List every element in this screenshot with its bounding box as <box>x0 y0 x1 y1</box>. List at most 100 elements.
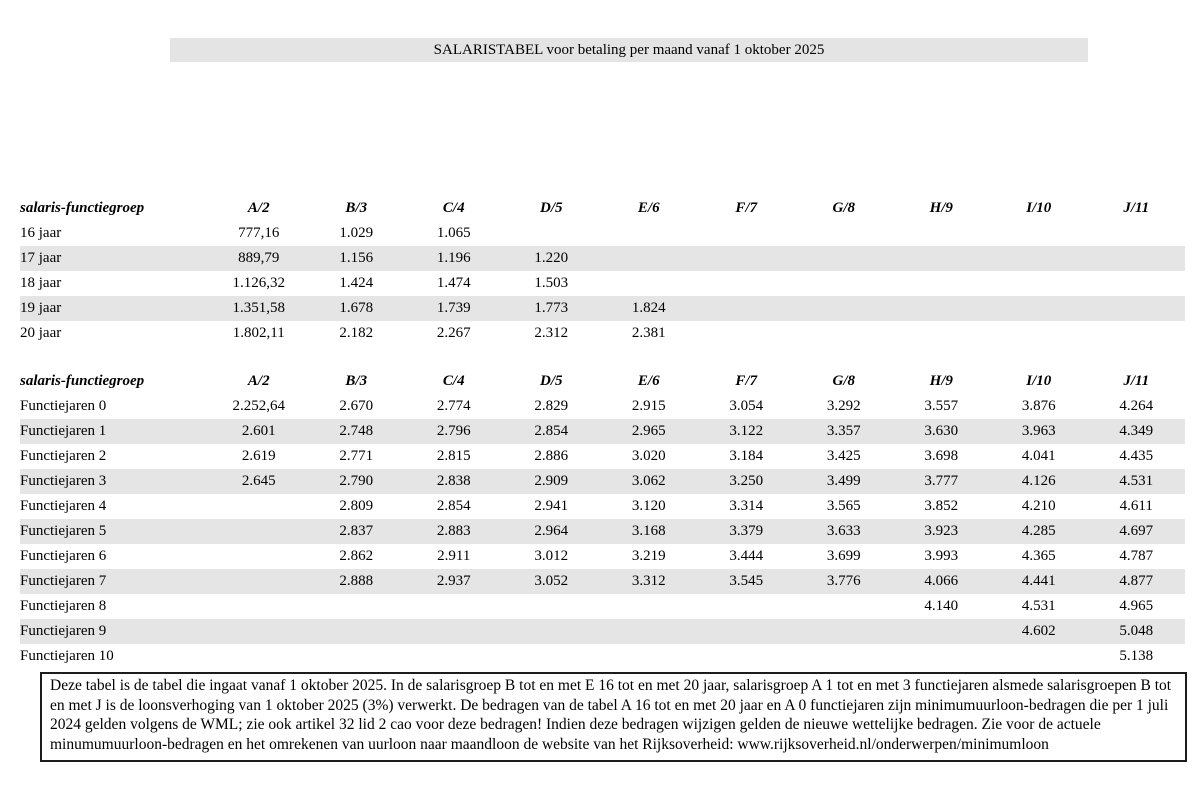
salary-cell: 3.052 <box>534 573 569 589</box>
document-title: SALARISTABEL voor betaling per maand van… <box>170 38 1088 62</box>
salary-cell: 4.531 <box>1021 598 1056 614</box>
salary-cell: 3.499 <box>826 473 861 489</box>
salary-cell: 4.441 <box>1021 573 1056 589</box>
salary-cell: 2.381 <box>631 325 666 341</box>
salary-cell: 3.993 <box>924 548 959 564</box>
column-header-d5: D/5 <box>540 200 563 216</box>
salary-cell <box>308 619 406 644</box>
salary-cell: 1.503 <box>534 275 569 291</box>
salary-cell: 2.790 <box>339 473 374 489</box>
column-header-j11: J/11 <box>1123 200 1150 216</box>
column-header-e6: E/6 <box>637 373 660 389</box>
salary-cell <box>405 594 503 619</box>
salary-cell <box>503 594 601 619</box>
salary-cell <box>600 644 698 669</box>
salary-cell: 3.545 <box>729 573 764 589</box>
salary-cell: 4.531 <box>1119 473 1154 489</box>
salary-cell <box>893 221 991 246</box>
salary-cell: 3.184 <box>729 448 764 464</box>
salary-cell: 2.267 <box>436 325 471 341</box>
salary-cell: 2.937 <box>436 573 471 589</box>
salary-cell <box>210 494 308 519</box>
salary-cell: 3.444 <box>729 548 764 564</box>
salary-cell: 3.565 <box>826 498 861 514</box>
table-row: 16 jaar 777,16 1.029 1.065 <box>20 221 1185 246</box>
table-row: Functiejaren 6 2.862 2.911 3.012 3.219 3.444 3… <box>20 544 1185 569</box>
salary-cell: 5.138 <box>1119 648 1154 664</box>
table-row: Functiejaren 9 4.602 5.048 <box>20 619 1185 644</box>
salary-cell: 3.379 <box>729 523 764 539</box>
salary-cell <box>1088 321 1186 346</box>
salary-cell <box>405 644 503 669</box>
salary-cell <box>698 321 796 346</box>
salary-cell <box>210 544 308 569</box>
salary-cell: 777,16 <box>238 225 280 241</box>
salary-cell: 2.182 <box>339 325 374 341</box>
table-row: 20 jaar 1.802,11 2.182 2.267 2.312 2.381 <box>20 321 1185 346</box>
table-row: Functiejaren 3 2.645 2.790 2.838 2.909 3.062 3… <box>20 469 1185 494</box>
salary-cell: 1.351,58 <box>232 300 286 316</box>
row-label: Functiejaren 9 <box>20 623 107 639</box>
salary-cell: 2.888 <box>339 573 374 589</box>
column-header-f7: F/7 <box>735 200 758 216</box>
salary-cell: 1.824 <box>631 300 666 316</box>
salary-cell: 1.739 <box>436 300 471 316</box>
salary-cell <box>990 321 1088 346</box>
column-header-g8: G/8 <box>832 373 856 389</box>
salary-cell: 2.601 <box>241 423 276 439</box>
salary-cell: 3.122 <box>729 423 764 439</box>
salary-cell: 4.066 <box>924 573 959 589</box>
salary-cell: 3.219 <box>631 548 666 564</box>
table-row: 18 jaar 1.126,32 1.424 1.474 1.503 <box>20 271 1185 296</box>
row-label: 16 jaar <box>20 225 62 241</box>
salary-cell <box>795 644 893 669</box>
salary-cell <box>600 221 698 246</box>
row-label: Functiejaren 2 <box>20 448 107 464</box>
salary-cell: 2.854 <box>436 498 471 514</box>
row-label: Functiejaren 8 <box>20 598 107 614</box>
salary-cell: 3.250 <box>729 473 764 489</box>
salary-cell <box>698 221 796 246</box>
salary-cell <box>600 246 698 271</box>
salary-cell: 2.941 <box>534 498 569 514</box>
salary-cell <box>503 619 601 644</box>
row-label: 20 jaar <box>20 325 62 341</box>
salary-cell <box>698 644 796 669</box>
salary-cell <box>990 271 1088 296</box>
salary-cell <box>893 296 991 321</box>
salary-cell <box>990 644 1088 669</box>
column-header-functiegroep: salaris-functiegroep <box>20 200 145 216</box>
table-row: Functiejaren 7 2.888 2.937 3.052 3.312 3.545 3… <box>20 569 1185 594</box>
salary-cell: 5.048 <box>1119 623 1154 639</box>
salary-cell: 2.965 <box>631 423 666 439</box>
salary-cell: 3.062 <box>631 473 666 489</box>
salary-cell: 3.630 <box>924 423 959 439</box>
salary-cell: 2.838 <box>436 473 471 489</box>
salary-cell: 1.802,11 <box>232 325 285 341</box>
salary-cell: 4.285 <box>1021 523 1056 539</box>
salary-cell <box>795 321 893 346</box>
column-header-e6: E/6 <box>637 200 660 216</box>
salary-cell <box>503 221 601 246</box>
salary-cell <box>405 619 503 644</box>
salary-cell: 2.645 <box>241 473 276 489</box>
column-header-f7: F/7 <box>735 373 758 389</box>
table-row: Functiejaren 2 2.619 2.771 2.815 2.886 3.020 3… <box>20 444 1185 469</box>
row-label: 18 jaar <box>20 275 62 291</box>
salary-cell: 1.065 <box>436 225 471 241</box>
salary-cell: 4.697 <box>1119 523 1154 539</box>
salary-cell: 3.777 <box>924 473 959 489</box>
salary-cell <box>308 644 406 669</box>
salary-cell: 2.883 <box>436 523 471 539</box>
salary-cell: 4.210 <box>1021 498 1056 514</box>
row-label: Functiejaren 4 <box>20 498 107 514</box>
salary-cell: 2.964 <box>534 523 569 539</box>
tables-area: salaris-functiegroep A/2 B/3 C/4 D/5 E/6… <box>20 196 1185 669</box>
salary-cell <box>990 221 1088 246</box>
table-header-row: salaris-functiegroep A/2 B/3 C/4 D/5 E/6… <box>20 196 1185 221</box>
salary-cell <box>795 221 893 246</box>
salary-cell <box>1088 296 1186 321</box>
salary-cell: 3.425 <box>826 448 861 464</box>
salary-cell <box>698 619 796 644</box>
